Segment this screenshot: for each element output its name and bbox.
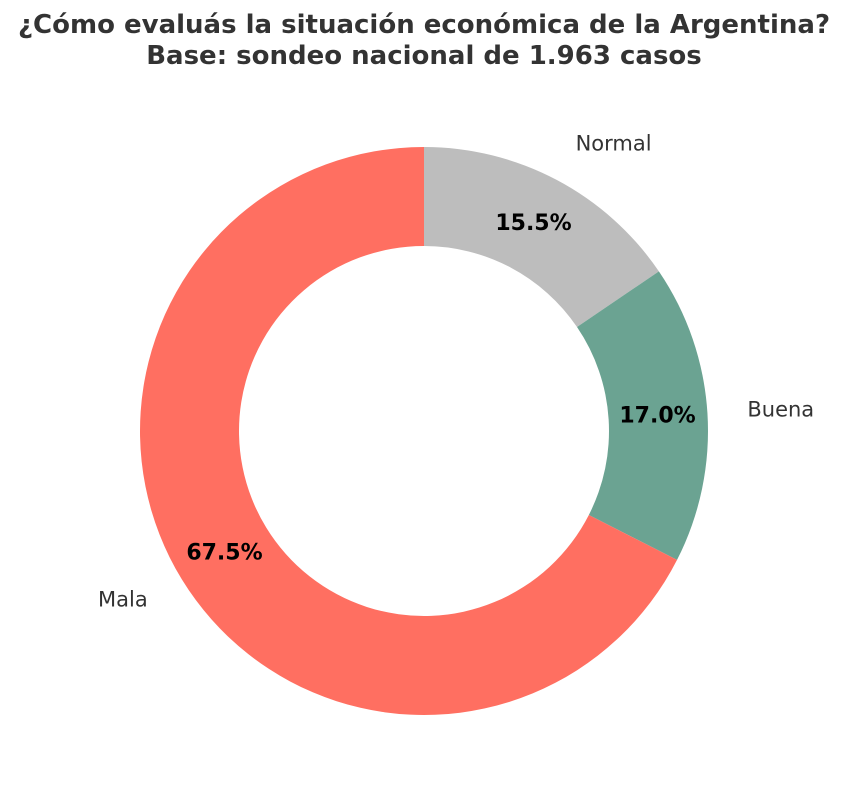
slice-buena bbox=[577, 271, 708, 560]
chart-title: ¿Cómo evaluás la situación económica de … bbox=[17, 10, 831, 40]
slice-normal bbox=[424, 147, 659, 328]
percent-label-normal: 15.5% bbox=[495, 211, 571, 236]
percent-label-mala: 67.5% bbox=[186, 540, 262, 565]
slice-label-mala: Mala bbox=[98, 587, 148, 611]
slice-label-normal: Normal bbox=[576, 132, 652, 156]
slice-mala bbox=[139, 146, 678, 716]
chart-subtitle: Base: sondeo nacional de 1.963 casos bbox=[146, 41, 702, 71]
slice-label-buena: Buena bbox=[747, 398, 814, 422]
percent-label-buena: 17.0% bbox=[619, 403, 695, 428]
